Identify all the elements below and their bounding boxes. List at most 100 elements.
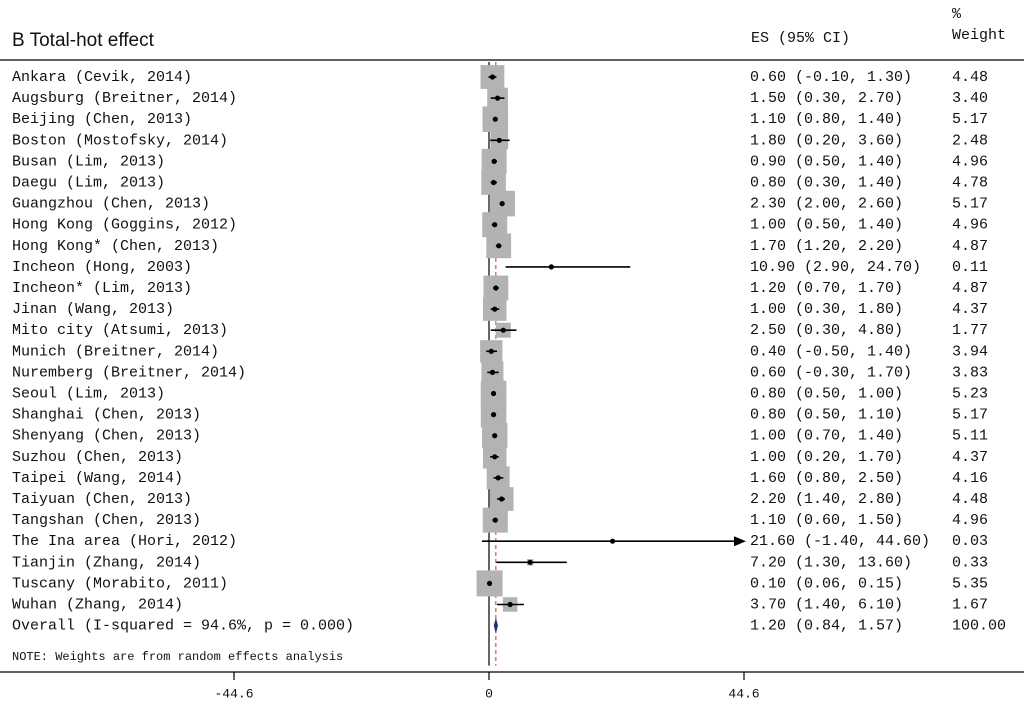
study-weight-text: 1.77 xyxy=(952,322,988,339)
study-weight-text: 4.78 xyxy=(952,174,988,191)
study-label: Daegu (Lim, 2013) xyxy=(12,174,165,191)
point-estimate xyxy=(492,454,498,460)
study-weight-text: 5.11 xyxy=(952,428,988,445)
point-estimate xyxy=(496,137,502,143)
overall-ci-text: 1.20 (0.84, 1.57) xyxy=(750,618,903,635)
study-weight-text: 4.48 xyxy=(952,491,988,508)
study-ci-text: 3.70 (1.40, 6.10) xyxy=(750,596,903,613)
point-estimate xyxy=(507,601,513,608)
study-row: Suzhou (Chen, 2013) 1.00 (0.20, 1.70) 4.37 xyxy=(12,445,988,469)
study-ci-text: 1.00 (0.50, 1.40) xyxy=(750,217,903,234)
point-estimate xyxy=(492,116,498,122)
study-label: Incheon (Hong, 2003) xyxy=(12,259,192,276)
overall-label: Overall (I-squared = 94.6%, p = 0.000) xyxy=(12,618,354,635)
point-estimate xyxy=(548,264,554,270)
study-row: Ankara (Cevik, 2014) 0.60 (-0.10, 1.30) 4.… xyxy=(12,65,988,89)
study-ci-text: 10.90 (2.90, 24.70) xyxy=(750,259,921,276)
study-ci-text: 2.30 (2.00, 2.60) xyxy=(750,196,903,213)
study-ci-text: 0.60 (-0.30, 1.70) xyxy=(750,364,912,381)
study-row: Mito city (Atsumi, 2013) 2.50 (0.30, 4.80… xyxy=(12,322,988,339)
study-row: Hong Kong (Goggins, 2012) 1.00 (0.50, 1.4… xyxy=(12,212,988,238)
es-ci-header: ES (95% CI) xyxy=(751,30,851,47)
study-ci-text: 1.80 (0.20, 3.60) xyxy=(750,132,903,149)
study-row: Jinan (Wang, 2013) 1.00 (0.30, 1.80) 4.37 xyxy=(12,297,988,321)
study-ci-text: 2.50 (0.30, 4.80) xyxy=(750,322,903,339)
study-row: Boston (Mostofsky, 2014) 1.80 (0.20, 3.60… xyxy=(12,131,988,149)
study-label: Tuscany (Morabito, 2011) xyxy=(12,575,228,592)
study-row: Taipei (Wang, 2014) 1.60 (0.80, 2.50) 4.16 xyxy=(12,466,988,490)
study-label: Taiyuan (Chen, 2013) xyxy=(12,491,192,508)
x-tick-label: -44.6 xyxy=(214,686,253,701)
point-estimate xyxy=(490,412,497,418)
study-weight-text: 0.03 xyxy=(952,533,988,550)
study-ci-text: 1.00 (0.70, 1.40) xyxy=(750,428,903,445)
point-estimate xyxy=(499,201,505,207)
point-estimate xyxy=(488,348,494,354)
study-label: Augsburg (Breitner, 2014) xyxy=(12,90,237,107)
point-estimate xyxy=(490,179,497,186)
overall-row: Overall (I-squared = 94.6%, p = 0.000) 1.… xyxy=(12,618,1006,635)
study-weight-text: 5.17 xyxy=(952,196,988,213)
point-estimate xyxy=(489,369,496,375)
study-row: Taiyuan (Chen, 2013) 2.20 (1.40, 2.80) 4.4… xyxy=(12,487,988,511)
study-ci-text: 1.20 (0.70, 1.70) xyxy=(750,280,903,297)
point-estimate xyxy=(496,243,502,249)
study-row: Augsburg (Breitner, 2014) 1.50 (0.30, 2.7… xyxy=(12,87,988,109)
study-label: Tianjin (Zhang, 2014) xyxy=(12,554,201,571)
study-row: Incheon* (Lim, 2013) 1.20 (0.70, 1.70) 4.8… xyxy=(12,275,988,301)
study-ci-text: 0.80 (0.30, 1.40) xyxy=(750,174,903,191)
study-row: Tianjin (Zhang, 2014) 7.20 (1.30, 13.60) 0… xyxy=(12,554,988,571)
study-weight-text: 2.48 xyxy=(952,132,988,149)
study-weight-text: 3.83 xyxy=(952,364,988,381)
study-weight-text: 4.37 xyxy=(952,449,988,466)
point-estimate xyxy=(489,74,496,80)
study-label: Suzhou (Chen, 2013) xyxy=(12,449,183,466)
study-weight-text: 5.35 xyxy=(952,575,988,592)
study-weight-text: 0.33 xyxy=(952,554,988,571)
point-estimate xyxy=(486,580,493,587)
study-weight-text: 3.94 xyxy=(952,343,988,360)
point-estimate xyxy=(491,158,497,164)
study-weight-text: 5.17 xyxy=(952,407,988,424)
study-row: Wuhan (Zhang, 2014) 3.70 (1.40, 6.10) 1.67 xyxy=(12,596,988,613)
point-estimate xyxy=(500,327,506,333)
study-ci-text: 0.80 (0.50, 1.00) xyxy=(750,385,903,402)
study-weight-text: 0.11 xyxy=(952,259,988,276)
study-ci-text: 1.60 (0.80, 2.50) xyxy=(750,470,903,487)
study-label: Boston (Mostofsky, 2014) xyxy=(12,132,228,149)
study-ci-text: 1.00 (0.30, 1.80) xyxy=(750,301,903,318)
study-weight-text: 1.67 xyxy=(952,596,988,613)
study-weight-text: 4.37 xyxy=(952,301,988,318)
point-estimate xyxy=(609,538,616,544)
study-label: Hong Kong* (Chen, 2013) xyxy=(12,238,219,255)
study-label: Shanghai (Chen, 2013) xyxy=(12,407,201,424)
study-ci-text: 7.20 (1.30, 13.60) xyxy=(750,554,912,571)
study-row: Incheon (Hong, 2003) 10.90 (2.90, 24.70) 0… xyxy=(12,259,988,276)
study-label: Busan (Lim, 2013) xyxy=(12,153,165,170)
study-label: Jinan (Wang, 2013) xyxy=(12,301,174,318)
study-label: Guangzhou (Chen, 2013) xyxy=(12,196,210,213)
study-label: Tangshan (Chen, 2013) xyxy=(12,512,201,529)
overall-diamond xyxy=(493,617,498,634)
study-weight-text: 4.96 xyxy=(952,153,988,170)
study-row: Guangzhou (Chen, 2013) 2.30 (2.00, 2.60) 5… xyxy=(12,190,988,217)
study-weight-text: 3.40 xyxy=(952,90,988,107)
study-row: The Ina area (Hori, 2012) 21.60 (-1.40, 4… xyxy=(12,533,988,550)
study-ci-text: 21.60 (-1.40, 44.60) xyxy=(750,533,930,550)
study-ci-text: 0.90 (0.50, 1.40) xyxy=(750,153,903,170)
weight-percent-header: % xyxy=(952,6,962,23)
study-label: Incheon* (Lim, 2013) xyxy=(12,280,192,297)
study-weight-text: 4.96 xyxy=(952,512,988,529)
weights-note: NOTE: Weights are from random effects an… xyxy=(12,650,343,664)
study-ci-text: 1.70 (1.20, 2.20) xyxy=(750,238,903,255)
study-label: Beijing (Chen, 2013) xyxy=(12,111,192,128)
point-estimate xyxy=(492,433,498,439)
point-estimate xyxy=(492,306,498,312)
study-ci-text: 1.10 (0.60, 1.50) xyxy=(750,512,903,529)
study-row: Daegu (Lim, 2013) 0.80 (0.30, 1.40) 4.78 xyxy=(12,170,988,195)
study-label: Nuremberg (Breitner, 2014) xyxy=(12,364,246,381)
study-row: Tangshan (Chen, 2013) 1.10 (0.60, 1.50) 4.… xyxy=(12,507,988,533)
study-label: Seoul (Lim, 2013) xyxy=(12,385,165,402)
point-estimate xyxy=(498,496,505,502)
